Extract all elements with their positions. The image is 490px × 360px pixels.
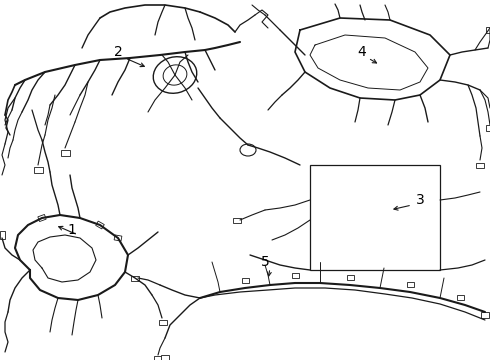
Bar	[481, 312, 489, 318]
Bar	[96, 221, 104, 229]
Text: 1: 1	[68, 223, 76, 237]
Bar	[242, 278, 248, 283]
Text: 5: 5	[261, 255, 270, 269]
Bar	[60, 150, 70, 156]
Text: 3: 3	[416, 193, 424, 207]
Bar	[486, 125, 490, 131]
Bar	[457, 294, 464, 300]
Bar	[233, 217, 241, 222]
Bar	[161, 355, 169, 360]
Bar	[114, 235, 122, 241]
Text: 2: 2	[114, 45, 122, 59]
Bar	[33, 167, 43, 173]
Bar	[476, 162, 484, 167]
Bar	[310, 165, 440, 270]
Text: 4: 4	[358, 45, 367, 59]
Bar	[159, 320, 167, 324]
Bar	[154, 356, 162, 360]
Bar	[0, 231, 4, 239]
Bar	[346, 274, 353, 279]
Bar	[486, 27, 490, 33]
Bar	[407, 282, 414, 287]
Bar	[131, 275, 139, 280]
Bar	[38, 215, 46, 221]
Bar	[292, 273, 298, 278]
